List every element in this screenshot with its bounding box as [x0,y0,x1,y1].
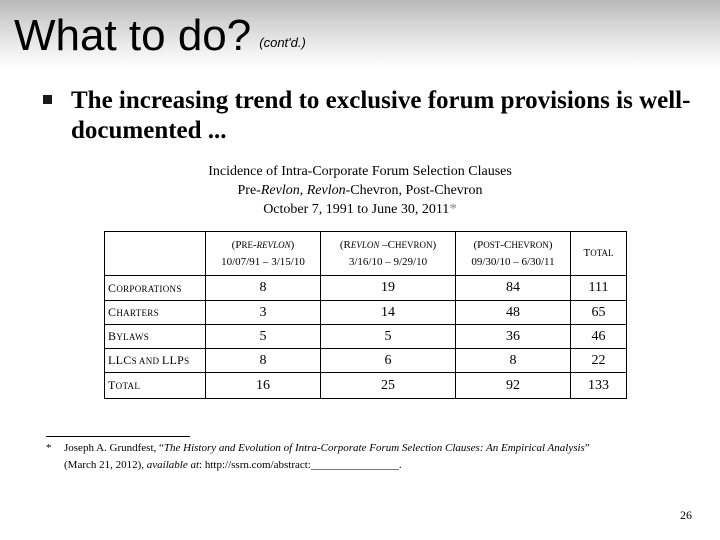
cell: 16 [205,372,321,399]
table-row: CORPORATIONS 8 19 84 111 [104,275,627,301]
table-row: BYLAWS 5 5 36 46 [104,324,627,349]
footnote-link[interactable]: ________________ [310,459,399,471]
cell: 84 [455,275,571,301]
footnote-marker: * [449,201,457,217]
cell: 19 [320,275,456,301]
footnote-rule [46,436,190,437]
header-post-chevron: (POST-CHEVRON) 09/30/10 – 6/30/11 [455,231,571,276]
caption-italic: Revlon [260,183,300,198]
table-caption-line-3: October 7, 1991 to June 30, 2011* [150,200,570,219]
header-pre-revlon: (PRE-REVLON) 10/07/91 – 3/15/10 [205,231,321,276]
table-row: CHARTERS 3 14 48 65 [104,300,627,325]
forum-clause-table: (PRE-REVLON) 10/07/91 – 3/15/10 (REVLON –… [104,231,627,399]
row-label: BYLAWS [104,324,206,349]
cell: 8 [205,275,321,301]
cell: 65 [570,300,627,325]
cell: 46 [570,324,627,349]
title-band [0,0,720,70]
cell: 22 [570,348,627,373]
slide-title: What to do? (cont'd.) [14,10,306,72]
square-bullet-icon [43,95,52,104]
table-header-row: (PRE-REVLON) 10/07/91 – 3/15/10 (REVLON –… [104,231,627,276]
header-revlon-chevron: (REVLON –CHEVRON) 3/16/10 – 9/29/10 [320,231,456,276]
page-number: 26 [680,508,692,522]
cell: 8 [455,348,571,373]
cell: 5 [205,324,321,349]
cell: 5 [320,324,456,349]
caption-text: Pre- [237,183,261,198]
cell: 111 [570,275,627,301]
table-caption-line-1: Incidence of Intra-Corporate Forum Selec… [208,164,512,179]
cell: 48 [455,300,571,325]
title-text: What to do? [14,11,252,60]
cell: 8 [205,348,321,373]
header-total: TOTAL [570,231,627,276]
table-row-total: TOTAL 16 25 92 133 [104,372,627,399]
cell: 14 [320,300,456,325]
row-label: LLCS AND LLPS [104,348,206,373]
bullet-text: The increasing trend to exclusive forum … [71,87,691,144]
cell: 36 [455,324,571,349]
cell: 25 [320,372,456,399]
row-label: TOTAL [104,372,206,399]
caption-text: October 7, 1991 to June 30, 2011 [263,202,450,217]
table-caption-line-2: Pre-Revlon, Revlon-Chevron, Post-Chevron [150,181,570,200]
footnote: * Joseph A. Grundfest, “The History and … [46,440,666,474]
header-corner-cell [104,231,206,276]
cell: 6 [320,348,456,373]
row-label: CORPORATIONS [104,275,206,301]
table-row: LLCS AND LLPS 8 6 8 22 [104,348,627,373]
cell: 92 [455,372,571,399]
caption-text: -Chevron, Post-Chevron [345,183,483,198]
cell: 3 [205,300,321,325]
caption-text: , [299,183,307,198]
caption-italic: Revlon [306,183,346,198]
footnote-text: Joseph A. Grundfest, “The History and Ev… [64,442,590,471]
title-note: (cont'd.) [259,35,306,50]
cell: 133 [570,372,627,399]
footnote-marker: * [46,442,52,454]
row-label: CHARTERS [104,300,206,325]
